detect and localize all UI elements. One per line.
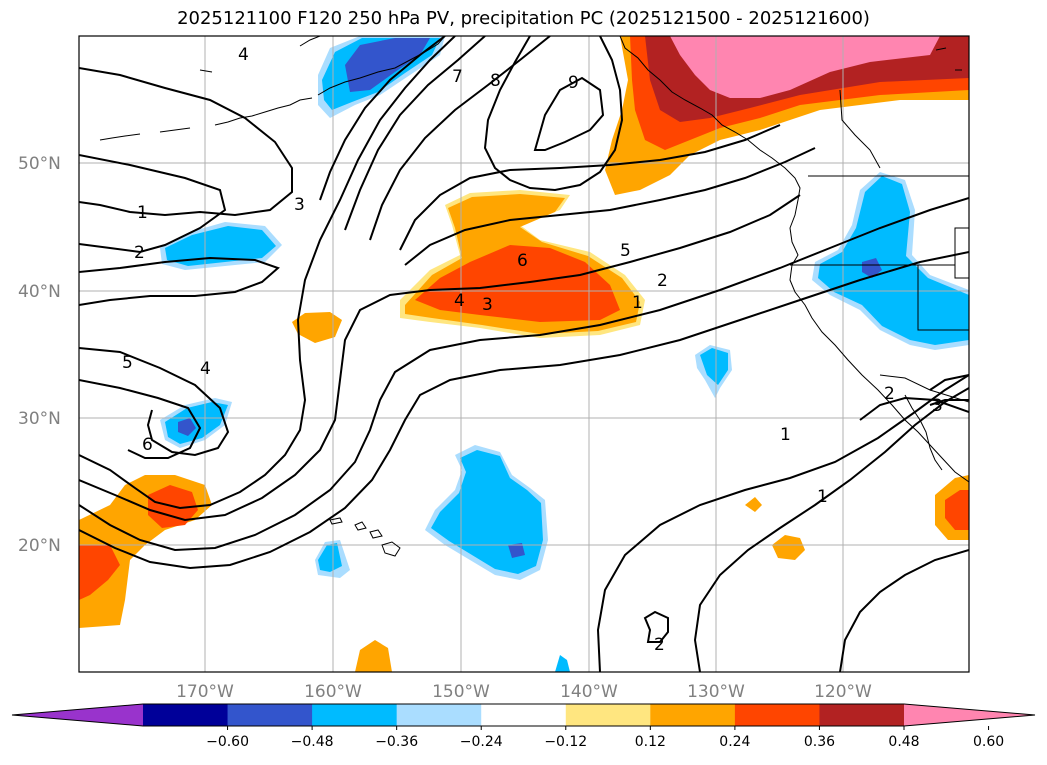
- contour-label: 4: [454, 291, 465, 311]
- contour-label: 2: [884, 384, 895, 404]
- lon-label-120w: 120°W: [814, 682, 872, 702]
- contour-label: 2: [134, 243, 145, 263]
- precip-area-east-blue: [862, 258, 882, 278]
- precip-area-sw-blue: [178, 418, 196, 436]
- precip-area-small-orange-3: [745, 497, 762, 512]
- colorbar-extend-max: [904, 704, 1035, 726]
- precip-area-central-s-blue: [508, 543, 525, 558]
- lat-label-50n: 50°N: [18, 154, 61, 174]
- precip-area-central-s-cyan: [431, 450, 543, 574]
- longitude-labels: 170°W 160°W 150°W 140°W 130°W 120°W: [176, 682, 872, 702]
- lon-label-140w: 140°W: [560, 682, 618, 702]
- precip-area-small-orange-2: [772, 535, 805, 560]
- colorbar-segment: [734, 704, 820, 726]
- colorbar-tick-label: −0.24: [460, 734, 503, 750]
- lon-label-130w: 130°W: [687, 682, 745, 702]
- colorbar-tick-label: 0.60: [973, 734, 1004, 750]
- contour-label: 3: [294, 195, 305, 215]
- colorbar-segment: [396, 704, 482, 726]
- contour-label: 3: [932, 396, 943, 416]
- precip-area-hawaii-cyan-inner: [318, 543, 342, 572]
- colorbar-tick-label: 0.36: [804, 734, 835, 750]
- contour-label: 1: [817, 487, 828, 507]
- lon-label-170w: 170°W: [176, 682, 234, 702]
- contour-label: 5: [122, 353, 133, 373]
- precip-area-bottom-cyan: [555, 655, 570, 672]
- colorbar-extend-min: [12, 704, 143, 726]
- contour-label: 1: [137, 203, 148, 223]
- contour-label: 8: [490, 71, 501, 91]
- precip-area-sw-redorange: [79, 545, 120, 600]
- colorbar-segment: [312, 704, 398, 726]
- contour-label: 5: [620, 241, 631, 261]
- contour-label: 2: [657, 271, 668, 291]
- coastlines: [99, 36, 969, 557]
- latitude-labels: 50°N 40°N 30°N 20°N: [18, 154, 61, 556]
- colorbar-tick-label: −0.60: [206, 734, 249, 750]
- contour-label: 6: [142, 435, 153, 455]
- contour-label: 1: [632, 293, 643, 313]
- contour-label: 2: [654, 635, 665, 655]
- colorbar-tick-label: 0.12: [635, 734, 666, 750]
- colorbar-segment: [227, 704, 313, 726]
- lon-label-160w: 160°W: [304, 682, 362, 702]
- contour-label: 4: [238, 45, 249, 65]
- colorbar-tick-label: −0.12: [544, 734, 587, 750]
- graticule: [79, 36, 969, 672]
- colorbar-segment: [819, 704, 905, 726]
- lon-label-150w: 150°W: [432, 682, 490, 702]
- precip-area-aleutian-blue: [345, 38, 430, 92]
- colorbar-tick-label: 0.24: [719, 734, 750, 750]
- lat-label-30n: 30°N: [18, 409, 61, 429]
- colorbar-tick-label: 0.48: [888, 734, 919, 750]
- precip-area-bottom-orange: [355, 640, 392, 672]
- lat-label-40n: 40°N: [18, 282, 61, 302]
- precip-area-se-redorange: [945, 490, 969, 530]
- colorbar-tick-label: −0.48: [291, 734, 334, 750]
- colorbar-segment: [650, 704, 736, 726]
- colorbar-segment: [481, 704, 567, 726]
- contour-label: 4: [200, 359, 211, 379]
- contour-label: 9: [568, 73, 579, 93]
- colorbar-tick-label: −0.36: [375, 734, 418, 750]
- precip-area-east-cyan: [818, 176, 969, 345]
- lat-label-20n: 20°N: [18, 536, 61, 556]
- map-frame: [78, 35, 970, 673]
- precip-area-mid-cyan-inner: [700, 348, 728, 385]
- contour-label: 3: [482, 295, 493, 315]
- map-plot-area: 4 7 8 9 3 1 2 6 5 2 4 3 1 5 4 6 2 3 1 1 …: [79, 36, 969, 672]
- contour-label: 7: [452, 67, 463, 87]
- precip-area-ne-pink: [670, 36, 940, 98]
- map-title: 2025121100 F120 250 hPa PV, precipitatio…: [177, 8, 870, 29]
- contour-label: 1: [780, 425, 791, 445]
- precip-area-small-orange-1: [292, 312, 342, 343]
- pv-contour-labels: 4 7 8 9 3 1 2 6 5 2 4 3 1 5 4 6 2 3 1 1 …: [122, 45, 943, 655]
- precip-area-w-cyan-inner: [165, 226, 276, 266]
- pv-contours: [79, 36, 969, 672]
- contour-label: 6: [517, 251, 528, 271]
- colorbar-segment: [565, 704, 651, 726]
- colorbar: −0.60 −0.48 −0.36 −0.24 −0.12 0.12 0.24 0.36 0.4…: [11, 703, 1036, 750]
- colorbar-outline: [11, 703, 1036, 727]
- colorbar-segment: [143, 704, 229, 726]
